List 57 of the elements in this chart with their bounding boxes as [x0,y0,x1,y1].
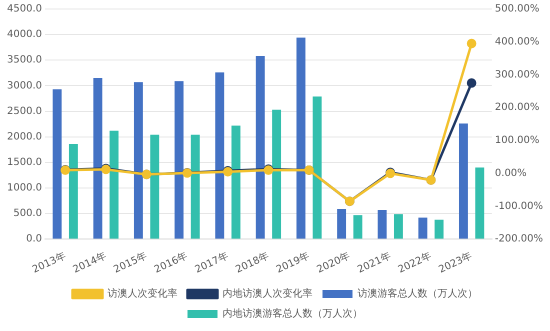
x-tick-label: 2014年 [71,250,108,276]
legend-label: 访澳人次变化率 [108,288,178,300]
bar [68,144,78,239]
y2-tick-label: 100.00% [494,135,540,146]
x-tick-label: 2023年 [436,250,474,276]
bar [378,210,387,239]
bar [353,215,362,239]
bar [150,134,160,239]
y2-tick-label: 0.00% [494,168,527,179]
y2-tick-label: 500.00% [494,4,540,15]
bar [458,124,468,239]
bar [394,214,403,239]
bar [190,134,200,239]
x-tick-label: 2022年 [396,250,434,276]
y2-tick-label: 400.00% [494,36,540,48]
x-tick-label: 2015年 [112,250,149,276]
bar [231,126,240,239]
bar [296,38,306,239]
bar [215,72,224,239]
x-tick-label: 2018年 [234,250,271,276]
bar [434,220,444,239]
x-tick-label: 2017年 [193,250,230,276]
legend-label: 访澳游客总人数（万人次） [358,288,478,300]
bar [134,82,143,239]
y-tick-label: 500.0 [13,208,42,220]
y-tick-label: 3500.0 [6,54,42,66]
point [466,78,476,88]
bar [312,96,322,239]
y2-tick-label: 300.00% [494,69,540,80]
x-tick-label: 2020年 [314,250,352,276]
bar [174,81,184,239]
x-tick-label: 2019年 [274,250,312,276]
y-tick-label: 2500.0 [6,106,42,117]
x-tick-label: 2013年 [30,250,68,276]
y-tick-label: 0.0 [26,234,42,245]
bar [337,208,346,239]
y-tick-label: 4000.0 [6,29,42,40]
bar [52,89,62,239]
y-tick-label: 3000.0 [6,80,42,92]
y-tick-label: 2000.0 [6,131,42,142]
bar [93,78,102,239]
y-tick-label: 1000.0 [6,182,42,194]
bar [256,56,265,239]
x-tick-label: 2021年 [356,250,393,276]
y2-tick-label: 200.00% [494,102,540,114]
y2-tick-label: -100.00% [494,200,544,212]
x-tick-label: 2016年 [152,250,190,276]
legend-label: 内地访澳人次变化率 [222,288,312,300]
bar [475,168,484,239]
bar [110,130,119,239]
bar [418,218,428,239]
y2-tick-label: -200.00% [494,234,544,245]
point [466,38,476,48]
bar [272,110,282,239]
y-tick-label: 4500.0 [6,4,42,15]
legend-label: 内地访澳游客总人数（万人次） [222,308,362,320]
y-tick-label: 1500.0 [6,157,42,168]
